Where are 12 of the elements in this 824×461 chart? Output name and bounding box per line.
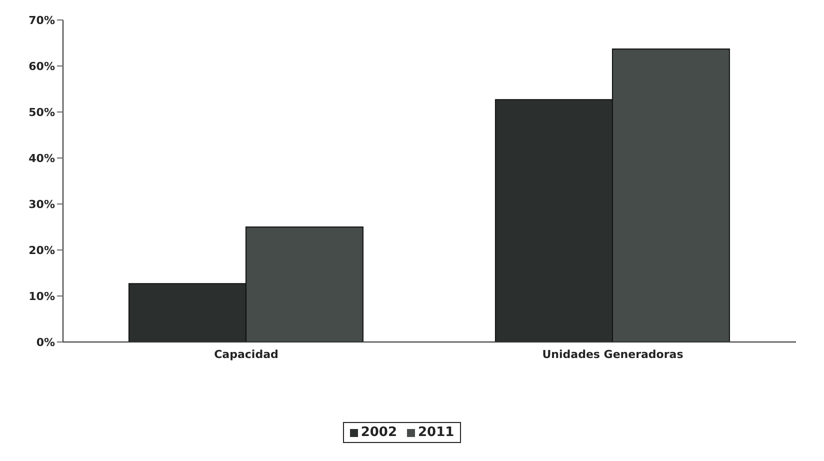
y-tick-label: 60% <box>28 60 55 73</box>
legend-label: 2011 <box>417 425 454 440</box>
y-tick-label: 30% <box>28 198 55 211</box>
y-tick-label: 70% <box>28 14 55 27</box>
y-tick-label: 20% <box>28 244 55 257</box>
y-tick-label: 0% <box>36 336 55 349</box>
y-tick-label: 40% <box>28 152 55 165</box>
y-tick-label: 10% <box>28 290 55 303</box>
y-tick-label: 50% <box>28 106 55 119</box>
x-tick-label: Capacidad <box>214 348 278 361</box>
x-tick-label: Unidades Generadoras <box>542 348 684 361</box>
legend-label: 2002 <box>360 425 397 440</box>
